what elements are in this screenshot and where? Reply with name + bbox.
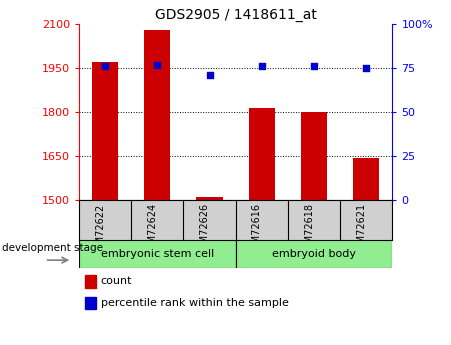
Point xyxy=(363,66,370,71)
Point xyxy=(206,72,213,78)
Bar xyxy=(85,275,96,288)
Text: count: count xyxy=(101,276,132,286)
Text: GSM72621: GSM72621 xyxy=(356,203,366,256)
Text: GSM72618: GSM72618 xyxy=(304,203,314,256)
Point xyxy=(154,62,161,67)
Bar xyxy=(301,112,327,200)
Text: GSM72616: GSM72616 xyxy=(252,203,262,256)
Text: percentile rank within the sample: percentile rank within the sample xyxy=(101,298,289,308)
Point xyxy=(258,63,265,69)
Bar xyxy=(85,297,96,309)
Text: GSM72622: GSM72622 xyxy=(95,203,105,257)
Bar xyxy=(79,240,236,268)
Text: embryoid body: embryoid body xyxy=(272,249,356,259)
Text: development stage: development stage xyxy=(2,243,103,253)
Text: GSM72626: GSM72626 xyxy=(199,203,210,256)
Bar xyxy=(249,108,275,200)
Text: embryonic stem cell: embryonic stem cell xyxy=(101,249,214,259)
Title: GDS2905 / 1418611_at: GDS2905 / 1418611_at xyxy=(155,8,317,22)
Bar xyxy=(236,240,392,268)
Point xyxy=(101,63,109,69)
Bar xyxy=(197,197,223,200)
Bar xyxy=(92,62,118,200)
Bar xyxy=(144,30,170,200)
Text: GSM72624: GSM72624 xyxy=(147,203,157,256)
Bar xyxy=(353,158,379,200)
Point xyxy=(310,63,318,69)
